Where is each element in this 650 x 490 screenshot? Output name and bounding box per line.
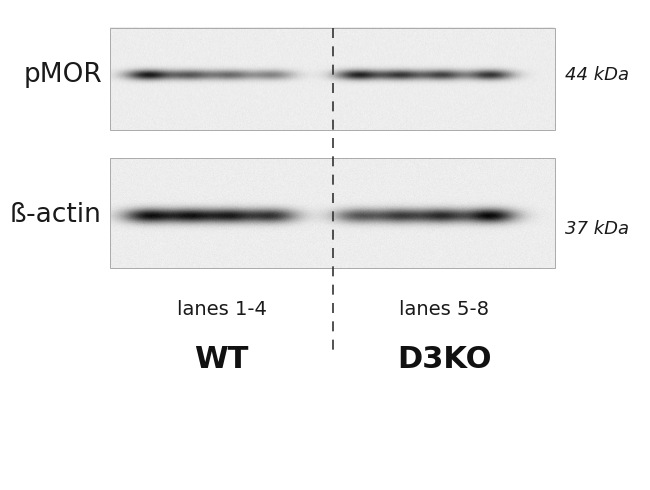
Text: lanes 1-4: lanes 1-4 (177, 300, 266, 319)
Text: D3KO: D3KO (396, 345, 491, 374)
Text: 44 kDa: 44 kDa (565, 66, 629, 84)
Bar (110, 158, 555, 268)
Text: pMOR: pMOR (23, 62, 102, 88)
Text: ß-actin: ß-actin (10, 202, 102, 228)
Text: 37 kDa: 37 kDa (565, 220, 629, 238)
Text: WT: WT (194, 345, 249, 374)
Bar (110, 28, 555, 130)
Text: lanes 5-8: lanes 5-8 (399, 300, 489, 319)
